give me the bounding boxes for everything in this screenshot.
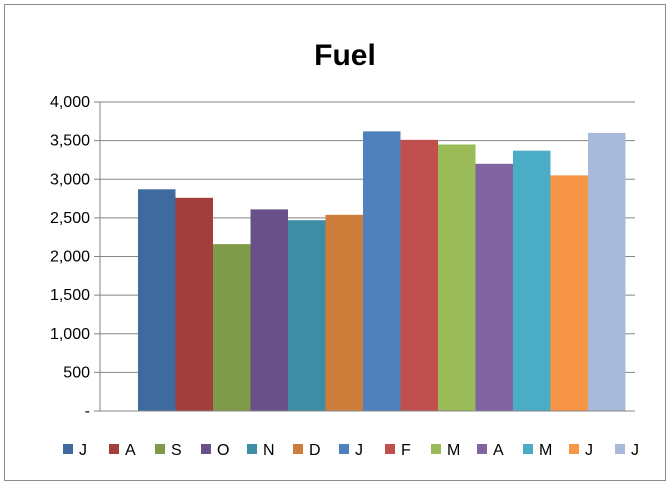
bar-8 [400,139,438,412]
legend-label: J [355,442,363,459]
legend-label: J [79,442,87,459]
bar-4 [250,209,288,411]
y-tick-label: 4,000 [50,94,90,111]
legend-label: A [493,442,504,459]
legend-label: M [539,442,552,459]
bar-7 [363,131,401,411]
legend-swatch [615,444,625,454]
bar-12 [550,175,588,411]
legend-swatch [63,444,73,454]
bar-13 [588,132,626,411]
bar-10 [475,163,513,411]
legend-label: O [217,442,229,459]
legend-label: M [447,442,460,459]
bar-5 [288,220,326,411]
legend-swatch [109,444,119,454]
y-tick-label: 2,500 [50,210,90,227]
y-tick-label: 1,500 [50,287,90,304]
legend-swatch [155,444,165,454]
legend-label: D [309,442,321,459]
legend-swatch [339,444,349,454]
bar-9 [438,144,476,412]
legend-label: A [125,442,136,459]
y-tick-label: 2,000 [50,249,90,266]
bar-11 [513,150,551,412]
legend-swatch [431,444,441,454]
y-tick-label: - [85,403,90,420]
y-tick-label: 1,000 [50,326,90,343]
legend-swatch [523,444,533,454]
legend-label: S [171,442,182,459]
bar-6 [325,214,363,411]
bars [138,131,626,412]
legend-label: J [631,442,639,459]
bar-3 [213,244,251,411]
legend-label: J [585,442,593,459]
chart-frame: Fuel - 500 1,000 1,500 2,000 2,500 3,000 3,500 4… [4,4,666,481]
y-tick-label: 3,500 [50,133,90,150]
legend-label: F [401,442,411,459]
axes [99,102,635,412]
legend-swatch [385,444,395,454]
bar-2 [175,197,213,411]
legend-swatch [201,444,211,454]
chart-title: Fuel [314,39,376,72]
y-tick-label: 3,000 [50,171,90,188]
legend-swatch [569,444,579,454]
legend-swatch [293,444,303,454]
y-tick-label: 500 [63,364,90,381]
legend-swatch [477,444,487,454]
y-axis-labels: - 500 1,000 1,500 2,000 2,500 3,000 3,500 4,000 [50,94,90,420]
legend-label: N [263,442,275,459]
legend-swatch [247,444,257,454]
bar-1 [138,189,176,411]
bar-chart: Fuel - 500 1,000 1,500 2,000 2,500 3,000 3,500 4… [50,39,639,459]
